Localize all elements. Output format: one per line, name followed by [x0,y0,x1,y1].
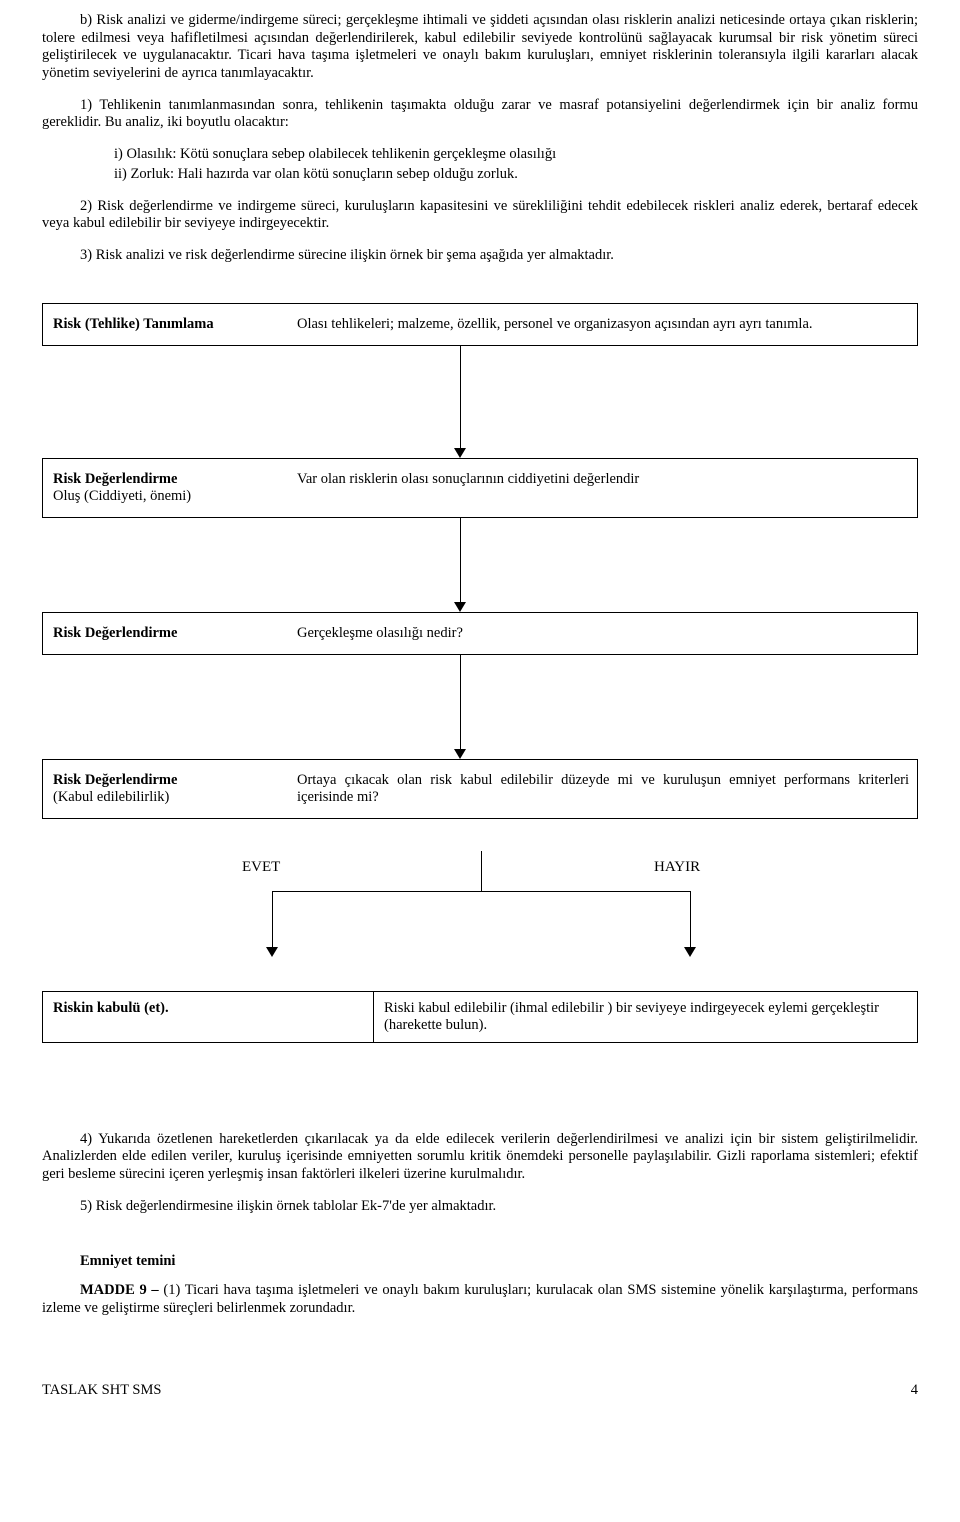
diagram-row-3: Risk Değerlendirme Gerçekleşme olasılığı… [42,612,918,655]
label-hayir: HAYIR [654,859,700,876]
footer-right: 4 [911,1382,918,1399]
page-footer: TASLAK SHT SMS 4 [0,1344,960,1413]
list-i: i) Olasılık: Kötü sonuçlara sebep olabil… [42,146,918,164]
branch-labels: EVET HAYIR [42,859,918,885]
final-row: Riskin kabulü (et). Riski kabul edilebil… [42,991,918,1043]
diagram-row-3-right: Gerçekleşme olasılığı nedir? [287,613,917,654]
diagram-row-1-left: Risk (Tehlike) Tanımlama [43,304,287,345]
section-emniyet: Emniyet temini [42,1253,918,1270]
label-evet: EVET [242,859,280,876]
diagram-row-2: Risk Değerlendirme Oluş (Ciddiyeti, önem… [42,458,918,518]
diagram-row-2-right: Var olan risklerin olası sonuçlarının ci… [287,459,917,517]
diagram-row-2-title: Risk Değerlendirme [53,471,177,487]
final-left: Riskin kabulü (et). [43,992,374,1042]
diagram-row-2-left: Risk Değerlendirme Oluş (Ciddiyeti, önem… [43,459,287,517]
footer-left: TASLAK SHT SMS [42,1382,161,1399]
final-right: Riski kabul edilebilir (ihmal edilebilir… [374,992,917,1042]
paragraph-b: b) Risk analizi ve giderme/indirgeme sür… [42,12,918,83]
diagram-row-1-right: Olası tehlikeleri; malzeme, özellik, per… [287,304,917,345]
arrow-1 [42,346,918,458]
paragraph-5: 5) Risk değerlendirmesine ilişkin örnek … [42,1198,918,1216]
final-left-text: Riskin kabulü (et). [53,1000,169,1016]
diagram-row-1: Risk (Tehlike) Tanımlama Olası tehlikele… [42,303,918,346]
diagram-row-1-title: Risk (Tehlike) Tanımlama [53,316,214,332]
paragraph-3: 3) Risk analizi ve risk değerlendirme sü… [42,247,918,265]
diagram-row-4-title: Risk Değerlendirme [53,772,177,788]
diagram-row-4-left: Risk Değerlendirme (Kabul edilebilirlik) [43,760,287,818]
madde-9-body: (1) Ticari hava taşıma işletmeleri ve on… [42,1282,918,1316]
diagram-row-2-sub: Oluş (Ciddiyeti, önemi) [53,488,191,504]
branch-arrows [42,891,918,991]
diagram-row-3-left: Risk Değerlendirme [43,613,287,654]
diagram-row-4: Risk Değerlendirme (Kabul edilebilirlik)… [42,759,918,819]
diagram-row-3-title: Risk Değerlendirme [53,625,177,641]
diagram-row-4-right: Ortaya çıkacak olan risk kabul edilebili… [287,760,917,818]
madde-9: MADDE 9 – (1) Ticari hava taşıma işletme… [42,1282,918,1317]
paragraph-4: 4) Yukarıda özetlenen hareketlerden çıka… [42,1131,918,1184]
paragraph-2: 2) Risk değerlendirme ve indirgeme sürec… [42,198,918,233]
arrow-3 [42,655,918,759]
diagram-row-4-sub: (Kabul edilebilirlik) [53,789,169,805]
madde-9-label: MADDE 9 – [80,1282,163,1298]
arrow-2 [42,518,918,612]
paragraph-1: 1) Tehlikenin tanımlanmasından sonra, te… [42,97,918,132]
list-ii: ii) Zorluk: Hali hazırda var olan kötü s… [42,166,918,184]
